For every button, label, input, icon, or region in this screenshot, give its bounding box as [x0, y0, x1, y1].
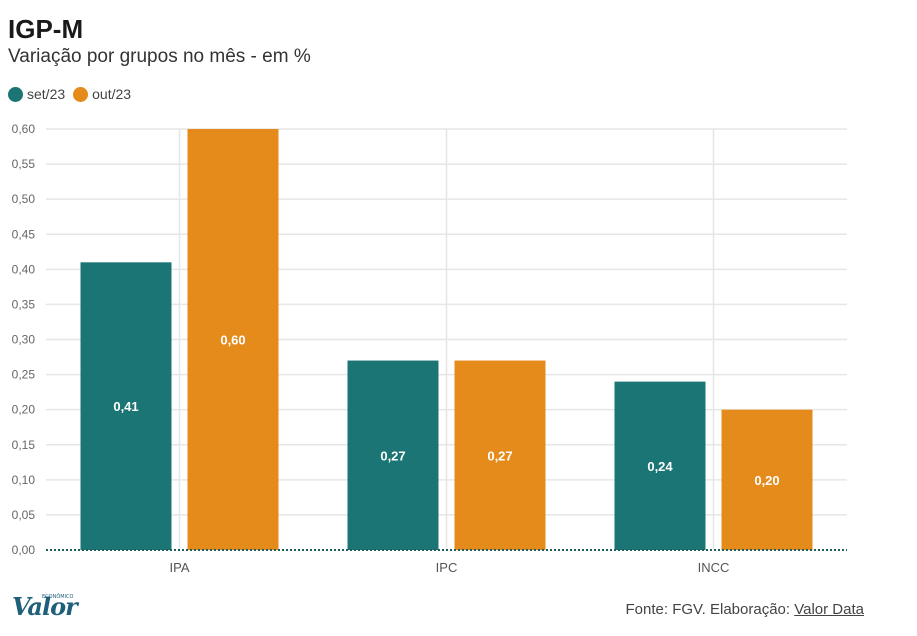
data-label: 0,24 [647, 459, 673, 474]
legend-label-series-1: set/23 [27, 86, 66, 102]
bar-ipa-series-2[interactable] [187, 129, 279, 550]
data-label: 0,41 [113, 399, 138, 414]
bar-incc-series-2[interactable] [721, 409, 813, 550]
data-label: 0,20 [754, 473, 779, 488]
bar-ipc-series-2[interactable] [454, 360, 546, 550]
source-link[interactable]: Valor Data [794, 601, 864, 618]
source-note: Fonte: FGV. Elaboração: Valor Data [626, 601, 864, 618]
chart-subtitle: Variação por grupos no mês - em % [8, 46, 311, 67]
source-prefix: Fonte: FGV. Elaboração: [625, 601, 795, 618]
data-label: 0,60 [220, 333, 245, 348]
y-tick-label: 0,40 [12, 262, 36, 276]
valor-logo-tag: ECONÔMICO [42, 594, 74, 600]
x-tick-label: IPA [170, 560, 190, 575]
legend-item-series-2[interactable]: out/23 [73, 86, 131, 102]
legend-swatch-series-1 [8, 86, 23, 102]
y-tick-label: 0,35 [12, 297, 36, 311]
valor-logo: Valor [12, 592, 78, 621]
legend-label-series-2: out/23 [92, 86, 132, 102]
x-tick-label: INCC [698, 560, 730, 575]
x-tick-label: IPC [436, 560, 458, 575]
y-tick-label: 0,30 [12, 333, 36, 347]
y-tick-label: 0,20 [12, 403, 36, 417]
y-tick-label: 0,25 [12, 368, 36, 382]
bar-ipc-series-1[interactable] [347, 360, 439, 550]
y-tick-label: 0,55 [12, 157, 36, 171]
y-tick-label: 0,45 [12, 227, 36, 241]
y-tick-label: 0,00 [12, 543, 36, 557]
bar-chart: 0,00 0,05 0,10 0,15 0,20 0,25 0,30 0,35 0,40 0,45… [12, 122, 847, 575]
legend-item-series-1[interactable]: set/23 [8, 86, 65, 102]
bar-incc-series-1[interactable] [614, 381, 706, 550]
bar-ipa-series-1[interactable] [80, 262, 172, 550]
legend: set/23 out/23 [8, 86, 139, 102]
y-tick-label: 0,60 [12, 122, 36, 136]
data-label: 0,27 [487, 448, 512, 463]
chart-title: IGP-M [8, 14, 84, 44]
data-label: 0,27 [380, 448, 405, 463]
y-tick-label: 0,50 [12, 192, 36, 206]
y-tick-label: 0,10 [12, 473, 36, 487]
y-tick-label: 0,15 [12, 438, 36, 452]
y-tick-label: 0,05 [12, 508, 36, 522]
legend-swatch-series-2 [73, 86, 89, 102]
